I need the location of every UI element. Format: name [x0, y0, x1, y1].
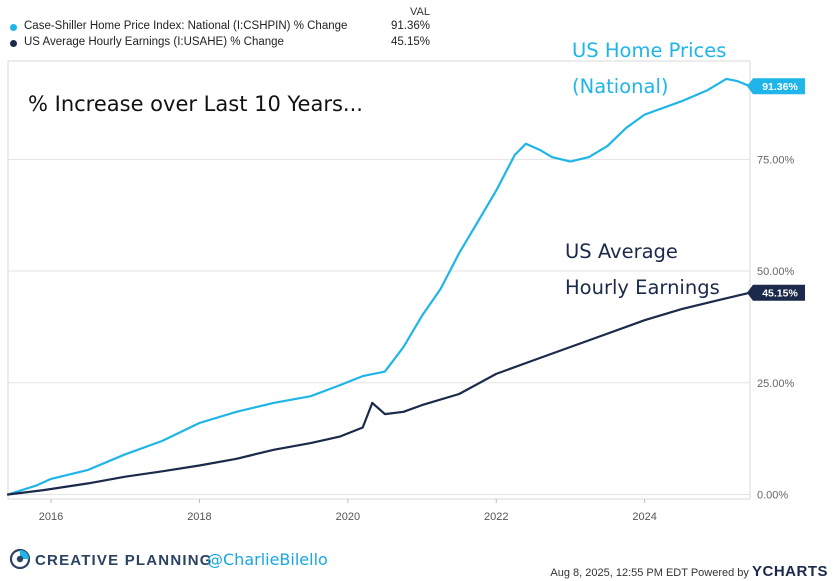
- x-tick-label: 2020: [336, 511, 360, 523]
- series-end-badge-1: [747, 284, 805, 301]
- twitter-handle[interactable]: @CharlieBilello: [207, 550, 328, 569]
- annotation-home-line2: (National): [572, 75, 669, 98]
- series-end-label-1: 45.15%: [762, 288, 798, 300]
- annotation-earn-line2: Hourly Earnings: [565, 276, 720, 299]
- brand-name: CREATIVE PLANNING: [35, 552, 213, 569]
- ycharts-logo[interactable]: YCHARTS: [751, 563, 828, 580]
- series-end-badge-0: [747, 78, 805, 95]
- legend-label-earnings: US Average Hourly Earnings (I:USAHE) % C…: [24, 36, 284, 48]
- creative-planning-logo-icon: [10, 549, 30, 569]
- series-line-0: [6, 77, 752, 496]
- series-line-1: [6, 291, 752, 496]
- y-tick-label: 50.00%: [757, 266, 795, 278]
- chart-annotation-home-prices: US Home Prices (National): [572, 33, 726, 105]
- annotation-home-line1: US Home Prices: [572, 39, 727, 62]
- legend-value-header: VAL: [410, 6, 430, 18]
- legend-value-home-prices: 91.36%: [390, 20, 430, 32]
- legend-marker-earnings: [10, 40, 17, 47]
- legend-label-home-prices: Case-Shiller Home Price Index: National …: [24, 20, 348, 32]
- y-tick-label: 0.00%: [757, 490, 788, 502]
- plot-frame: [7, 60, 751, 500]
- annotation-earn-line1: US Average: [565, 240, 678, 263]
- legend-value-earnings: 45.15%: [390, 36, 430, 48]
- y-tick-label: 75.00%: [757, 154, 795, 166]
- x-tick-label: 2018: [187, 511, 211, 523]
- timestamp: Aug 8, 2025, 12:55 PM EDT Powered by: [550, 567, 749, 579]
- x-tick-label: 2016: [39, 511, 63, 523]
- chart-annotation-main: % Increase over Last 10 Years...: [28, 92, 363, 116]
- legend-marker-home-prices: [10, 24, 17, 31]
- series-end-label-0: 91.36%: [762, 81, 798, 93]
- x-tick-label: 2024: [632, 511, 656, 523]
- legend-item-earnings[interactable]: US Average Hourly Earnings (I:USAHE) % C…: [10, 36, 430, 52]
- y-tick-label: 25.00%: [757, 378, 795, 390]
- legend-item-home-prices[interactable]: Case-Shiller Home Price Index: National …: [10, 20, 430, 36]
- footer-source: Aug 8, 2025, 12:55 PM EDT Powered by YCH…: [550, 563, 828, 580]
- chart-annotation-earnings: US Average Hourly Earnings: [565, 234, 720, 306]
- x-tick-label: 2022: [484, 511, 508, 523]
